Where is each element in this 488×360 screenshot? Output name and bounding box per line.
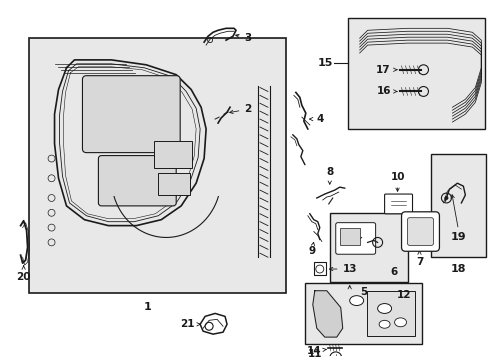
Text: 13: 13 bbox=[329, 264, 356, 274]
Text: 12: 12 bbox=[396, 290, 411, 300]
Text: 10: 10 bbox=[389, 172, 404, 191]
FancyBboxPatch shape bbox=[407, 218, 432, 246]
Text: 9: 9 bbox=[307, 242, 315, 256]
Text: 21: 21 bbox=[180, 319, 200, 329]
FancyBboxPatch shape bbox=[384, 194, 412, 214]
Text: 19: 19 bbox=[449, 233, 465, 243]
Bar bbox=[366, 291, 414, 336]
FancyBboxPatch shape bbox=[335, 223, 375, 254]
Bar bbox=[347, 18, 484, 129]
FancyBboxPatch shape bbox=[98, 156, 176, 206]
Text: 11: 11 bbox=[307, 349, 322, 359]
Text: 14: 14 bbox=[306, 346, 326, 356]
Bar bbox=[339, 228, 359, 246]
Text: 16: 16 bbox=[376, 86, 396, 96]
Bar bbox=[313, 262, 325, 275]
Polygon shape bbox=[312, 291, 342, 337]
Text: 3: 3 bbox=[235, 33, 251, 43]
Text: 15: 15 bbox=[317, 58, 333, 68]
Bar bbox=[154, 141, 192, 168]
Text: 8: 8 bbox=[325, 167, 333, 184]
Text: 2: 2 bbox=[229, 104, 251, 114]
Ellipse shape bbox=[349, 296, 363, 306]
Circle shape bbox=[444, 196, 447, 200]
Text: 6: 6 bbox=[389, 267, 396, 277]
Text: 17: 17 bbox=[376, 65, 396, 75]
Text: 18: 18 bbox=[450, 264, 465, 274]
FancyBboxPatch shape bbox=[82, 76, 180, 153]
Bar bbox=[29, 38, 285, 293]
Bar bbox=[304, 283, 422, 344]
Bar bbox=[430, 154, 486, 257]
Text: 4: 4 bbox=[309, 114, 323, 124]
Text: 20: 20 bbox=[16, 266, 31, 282]
FancyBboxPatch shape bbox=[401, 212, 439, 251]
Ellipse shape bbox=[394, 318, 406, 327]
Text: 1: 1 bbox=[143, 302, 151, 311]
Text: 5: 5 bbox=[359, 287, 366, 297]
Bar bbox=[158, 173, 190, 195]
Ellipse shape bbox=[377, 303, 391, 314]
Text: 7: 7 bbox=[415, 251, 422, 267]
Ellipse shape bbox=[378, 320, 389, 328]
Bar bbox=[329, 213, 407, 282]
